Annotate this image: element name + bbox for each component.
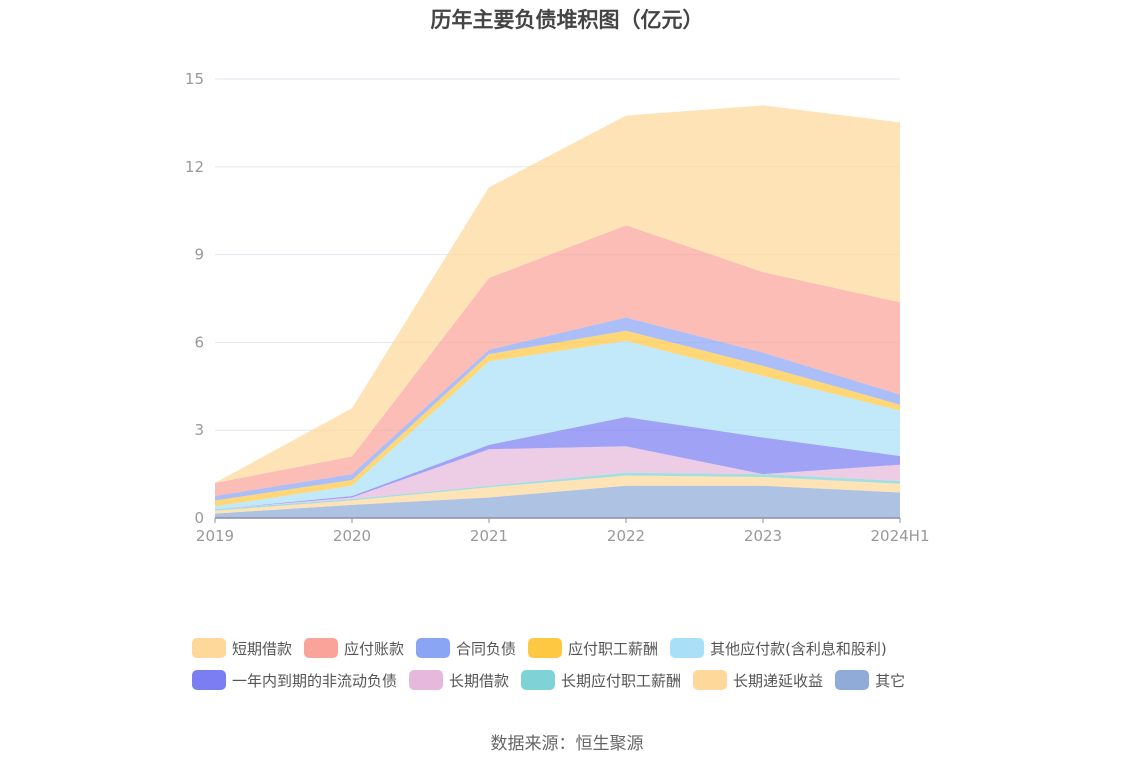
legend-label: 其他应付款(含利息和股利) <box>710 639 887 658</box>
legend-item[interactable]: 应付账款 <box>304 638 404 659</box>
area-series <box>215 105 900 483</box>
area-series <box>215 485 900 518</box>
legend-item[interactable]: 长期递延收益 <box>693 670 823 691</box>
y-tick-label: 0 <box>194 509 204 527</box>
x-tick-label: 2023 <box>744 527 782 545</box>
legend-label: 应付职工薪酬 <box>568 639 659 658</box>
legend-label: 一年内到期的非流动负债 <box>232 671 398 690</box>
x-tick-label: 2019 <box>196 527 234 545</box>
legend-item[interactable]: 其他应付款(含利息和股利) <box>670 638 887 659</box>
source-note: 数据来源：恒生聚源 <box>490 734 644 754</box>
legend-label: 应付账款 <box>344 639 405 658</box>
area-series <box>215 475 900 514</box>
legend-row: 短期借款 应付账款 合同负债 应付职工薪酬 其他应付款(含利息和股利) <box>192 632 992 664</box>
legend-item[interactable]: 长期借款 <box>409 670 509 691</box>
legend-swatch <box>304 638 339 658</box>
area-series <box>215 446 900 510</box>
y-tick-label: 6 <box>194 333 204 351</box>
legend-swatch <box>521 670 556 690</box>
y-tick-label: 12 <box>185 158 204 176</box>
axes: 0 3 6 9 12 15 2019 2020 2021 2022 2023 2024H1 <box>185 70 930 545</box>
legend-item[interactable]: 合同负债 <box>416 638 516 659</box>
y-tick-label: 3 <box>194 421 204 439</box>
stacked-area-chart: 0 3 6 9 12 15 2019 2020 2021 2022 2023 2024H1 <box>185 70 930 545</box>
legend-row: 一年内到期的非流动负债 长期借款 长期应付职工薪酬 长期递延收益 其它 <box>192 664 992 696</box>
area-series <box>215 472 900 511</box>
legend-label: 其它 <box>875 671 906 690</box>
x-tick-label: 2024H1 <box>871 527 930 545</box>
x-tick-label: 2020 <box>333 527 371 545</box>
legend-swatch <box>835 670 870 690</box>
legend-label: 合同负债 <box>456 639 517 658</box>
area-series <box>215 225 900 497</box>
legend-swatch <box>192 670 226 690</box>
legend-item[interactable]: 短期借款 <box>192 638 292 659</box>
legend-label: 长期借款 <box>449 671 510 690</box>
legend-swatch <box>416 638 451 658</box>
area-series <box>215 340 900 510</box>
legend-item[interactable]: 长期应付职工薪酬 <box>521 670 681 691</box>
y-tick-label: 15 <box>185 70 204 88</box>
legend-item[interactable]: 应付职工薪酬 <box>528 638 658 659</box>
legend-label: 短期借款 <box>232 639 293 658</box>
area-series <box>215 417 900 510</box>
y-tick-label: 9 <box>194 246 204 264</box>
legend-swatch <box>192 638 226 658</box>
legend: 短期借款 应付账款 合同负债 应付职工薪酬 其他应付款(含利息和股利) 一年内到期的非流动… <box>192 632 992 696</box>
legend-item[interactable]: 一年内到期的非流动负债 <box>192 670 397 691</box>
legend-label: 长期应付职工薪酬 <box>561 671 682 690</box>
legend-swatch <box>409 670 444 690</box>
area-series-group <box>215 105 900 518</box>
chart-title: 历年主要负债堆积图（亿元） <box>430 8 704 32</box>
x-tick-label: 2022 <box>607 527 645 545</box>
legend-label: 长期递延收益 <box>733 671 824 690</box>
legend-swatch <box>670 638 705 658</box>
legend-item[interactable]: 其它 <box>835 670 905 691</box>
legend-swatch <box>528 638 563 658</box>
legend-swatch <box>693 670 728 690</box>
x-tick-label: 2021 <box>470 527 508 545</box>
